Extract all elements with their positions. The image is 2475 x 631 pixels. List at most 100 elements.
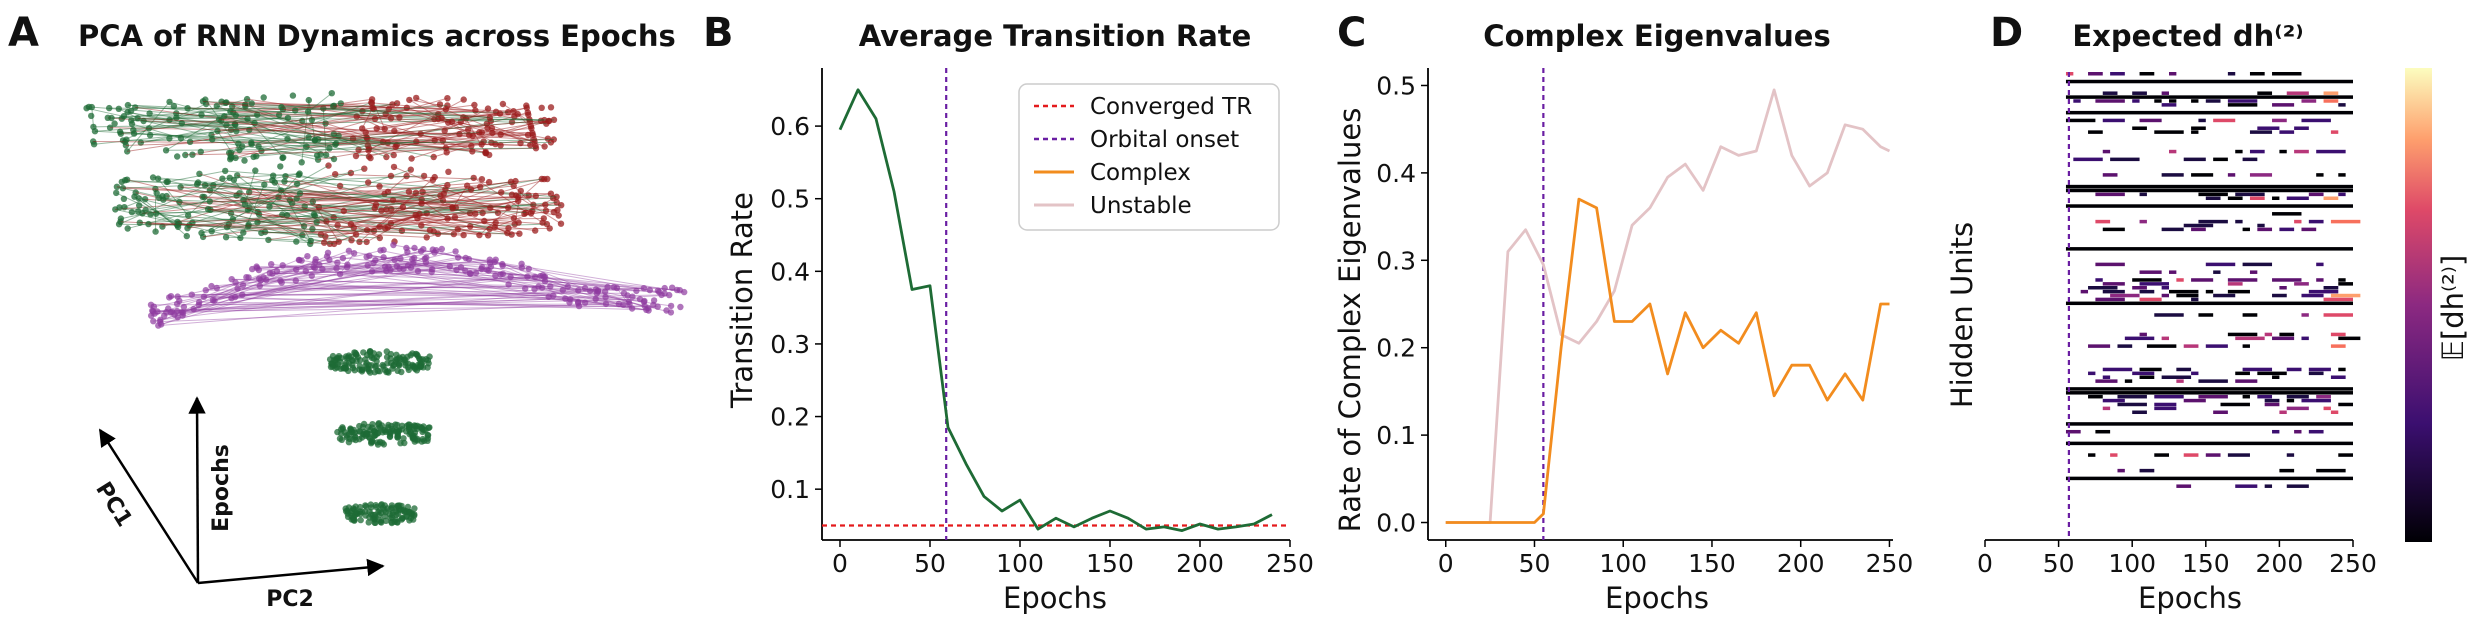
trajectory-segment [231, 278, 568, 288]
trajectory-segment [217, 109, 476, 132]
trajectory-point [484, 124, 491, 132]
trajectory-point [312, 258, 319, 266]
trajectory-segment [94, 129, 232, 145]
trajectory-point [446, 263, 453, 270]
trajectory-point [189, 151, 196, 158]
heatmap-cell [2139, 468, 2155, 473]
heatmap-cell [2205, 289, 2214, 294]
trajectory-point [391, 256, 398, 264]
heatmap-cell [2227, 196, 2243, 201]
trajectory-point [382, 427, 389, 434]
trajectory-point [486, 151, 493, 159]
trajectory-point [550, 208, 557, 216]
trajectory-point [592, 295, 599, 303]
trajectory-point [460, 114, 467, 121]
heatmap-cell [2286, 394, 2309, 399]
trajectory-point [293, 266, 300, 273]
trajectory-point [190, 305, 197, 313]
trajectory-segment [213, 184, 422, 205]
trajectory-point [431, 137, 438, 144]
trajectory-segment [150, 303, 630, 306]
trajectory-segment [510, 276, 665, 294]
trajectory-point [356, 238, 363, 245]
heatmap-cell [2338, 453, 2353, 457]
trajectory-point [499, 100, 507, 108]
trajectory-point [293, 180, 301, 188]
trajectory-point [517, 139, 524, 147]
trajectory-point [489, 129, 496, 137]
trajectory-segment [500, 273, 543, 276]
trajectory-segment [261, 223, 547, 234]
trajectory-point [153, 189, 160, 197]
trajectory-segment [285, 175, 377, 206]
trajectory-point [417, 248, 425, 255]
trajectory-point [124, 225, 131, 232]
trajectory-point [397, 255, 404, 262]
trajectory-segment [318, 206, 547, 225]
trajectory-point [145, 125, 153, 132]
trajectory-segment [177, 213, 476, 223]
trajectory-segment [237, 286, 551, 290]
heatmap-cell [2272, 429, 2280, 434]
trajectory-point [367, 435, 374, 442]
trajectory-point [328, 90, 335, 97]
trajectory-point [337, 100, 344, 107]
trajectory-point [586, 287, 594, 295]
trajectory-point [147, 211, 154, 218]
trajectory-point [128, 208, 136, 216]
legend: Converged TR Orbital onset Complex Unsta… [1018, 83, 1280, 231]
trajectory-segment [201, 181, 512, 234]
heatmap-cell [2073, 99, 2081, 103]
trajectory-point [348, 512, 355, 519]
trajectory-point [392, 143, 399, 150]
trajectory-point [396, 114, 403, 121]
trajectory-segment [180, 186, 439, 235]
trajectory-point [256, 275, 263, 282]
trajectory-segment [457, 228, 489, 236]
trajectory-point [430, 153, 437, 161]
trajectory-segment [538, 286, 586, 304]
trajectory-point [575, 287, 582, 294]
trajectory-point [452, 248, 459, 255]
trajectory-point [170, 102, 178, 110]
trajectory-point [325, 162, 332, 169]
epochs-axis-arrow [188, 396, 206, 584]
trajectory-point [541, 278, 549, 285]
heatmap-cell [2139, 297, 2162, 302]
trajectory-segment [157, 178, 403, 232]
trajectory-segment [152, 298, 641, 312]
trajectory-segment [336, 136, 367, 144]
trajectory-point [457, 264, 465, 271]
trajectory-point [363, 359, 370, 367]
x-tick-label: 200 [1176, 549, 1224, 578]
trajectory-point [347, 169, 355, 177]
trajectory-segment [212, 257, 466, 301]
trajectory-point [351, 349, 358, 356]
trajectory-segment [314, 132, 480, 141]
trajectory-segment [127, 111, 321, 155]
trajectory-point [145, 220, 152, 228]
heatmap-cell [2139, 332, 2147, 337]
trajectory-point [235, 140, 242, 147]
trajectory-point [223, 121, 230, 129]
trajectory-point [204, 206, 212, 213]
trajectory-point [497, 131, 504, 138]
trajectory-segment [198, 181, 483, 214]
legend-unstable-label: Unstable [1090, 193, 1192, 219]
heatmap-cell [2088, 453, 2096, 457]
trajectory-point [522, 285, 529, 292]
heatmap-cell [2264, 402, 2280, 407]
trajectory-point [330, 214, 337, 221]
trajectory-segment [242, 184, 265, 233]
heatmap-cell [2316, 262, 2324, 267]
trajectory-segment [243, 195, 441, 201]
heatmap-cell [2117, 402, 2147, 407]
trajectory-segment [203, 193, 551, 238]
trajectory-point [265, 236, 272, 244]
trajectory-point [281, 178, 288, 185]
trajectory-point [423, 254, 430, 261]
trajectory-segment [224, 114, 529, 117]
colorbar [2405, 68, 2432, 542]
legend-box [1018, 83, 1280, 231]
trajectory-point [251, 119, 258, 127]
